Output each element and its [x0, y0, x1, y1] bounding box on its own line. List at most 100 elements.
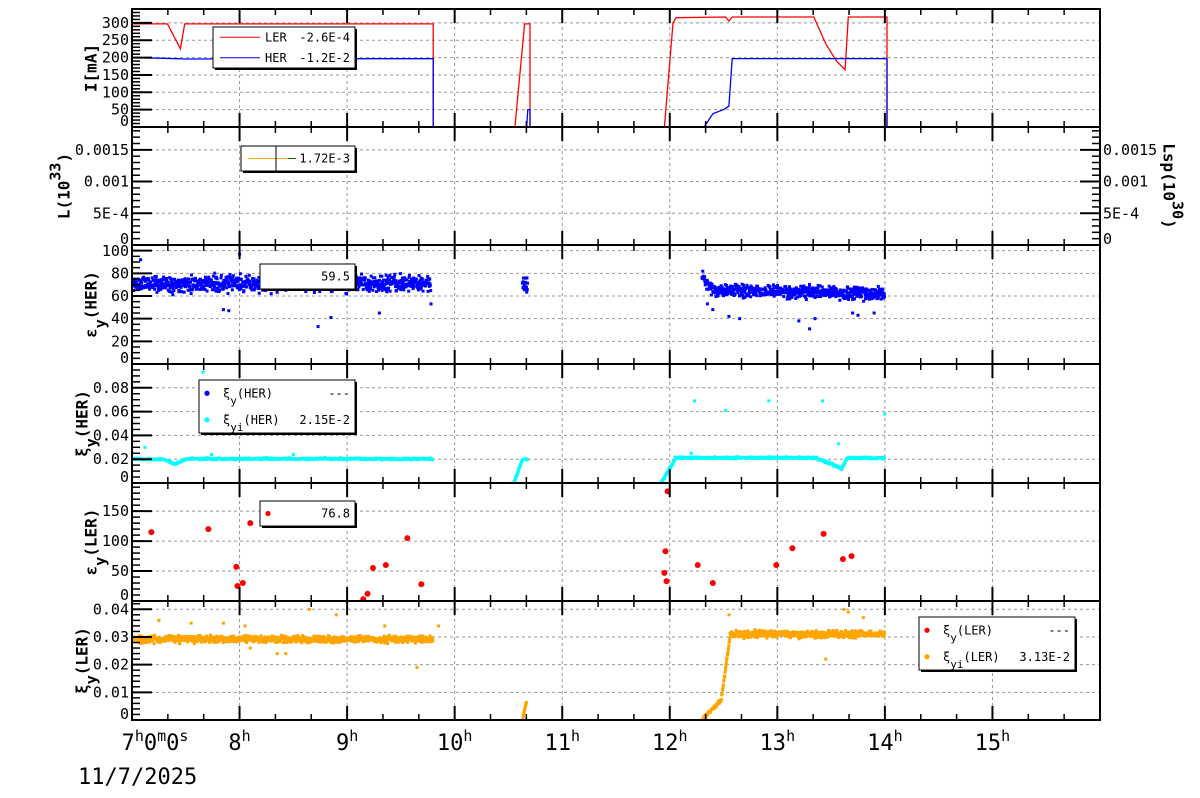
data-point [355, 281, 359, 285]
y-tick-label: 50 [111, 562, 129, 580]
y-tick-label: 150 [102, 502, 129, 520]
data-point [173, 640, 177, 644]
data-point [357, 285, 361, 289]
data-point [705, 302, 709, 306]
data-point [275, 640, 279, 644]
data-point [853, 290, 857, 294]
data-point [863, 297, 867, 301]
data-point [407, 275, 411, 279]
data-point [213, 271, 217, 275]
data-point [808, 327, 812, 331]
data-point [751, 630, 755, 634]
legend-value: 1.72E-3 [299, 152, 350, 166]
data-point [377, 285, 381, 289]
data-point [864, 292, 868, 296]
data-point [853, 297, 857, 301]
panel-frame [131, 126, 1101, 246]
data-point [858, 631, 862, 635]
data-point [381, 278, 385, 282]
text-part: Lsp(10 [1160, 143, 1179, 201]
text-sub: yi [950, 657, 963, 670]
data-point [221, 308, 225, 312]
data-point [238, 285, 242, 289]
x-axis-date: 11/7/2025 [78, 765, 197, 790]
data-point [369, 280, 373, 284]
data-point [251, 278, 255, 282]
data-point [426, 275, 430, 279]
data-point [335, 637, 339, 641]
data-point [146, 282, 150, 286]
data-point [143, 445, 147, 449]
legend: ξy(LER) ---ξyi(LER) 3.13E-2 [918, 616, 1077, 672]
data-point [429, 289, 433, 293]
data-point [135, 286, 139, 290]
data-point [372, 282, 376, 286]
data-point [756, 284, 760, 288]
data-point [755, 294, 759, 298]
data-point [879, 297, 883, 301]
data-point [418, 634, 422, 638]
data-point [244, 633, 248, 637]
legend-box [259, 500, 356, 527]
right-axis-title: Lsp(1030) [1160, 143, 1187, 229]
data-point [856, 286, 860, 290]
data-point [832, 293, 836, 297]
data-point [748, 286, 752, 290]
text-part: 9 [336, 731, 349, 756]
data-point [225, 286, 229, 290]
data-point [247, 273, 251, 277]
data-point [193, 276, 197, 280]
data-point [152, 279, 156, 283]
data-point [170, 284, 174, 288]
data-point [184, 281, 188, 285]
series-group [132, 370, 887, 483]
text-sub: y [92, 319, 110, 328]
data-point [225, 279, 229, 283]
data-point [416, 281, 420, 285]
text-part: 15 [975, 731, 1002, 756]
data-point [230, 288, 234, 292]
data-point [358, 633, 362, 637]
data-point [316, 325, 320, 329]
data-point [852, 634, 856, 638]
data-point [383, 278, 387, 282]
legend-label: ξy(LER) [943, 623, 993, 644]
data-point [353, 640, 357, 644]
legend-marker-dot [924, 654, 930, 660]
data-point [154, 281, 158, 285]
data-point [177, 289, 181, 293]
data-point [522, 713, 526, 717]
data-point [186, 640, 190, 644]
data-point [232, 634, 236, 638]
data-point [371, 276, 375, 280]
data-point [283, 634, 287, 638]
text-sup: h [786, 727, 795, 745]
data-point [524, 703, 528, 707]
data-point [846, 287, 850, 291]
data-point [202, 284, 206, 288]
data-point [199, 281, 203, 285]
data-point [716, 701, 720, 705]
data-point [178, 278, 182, 282]
data-point [734, 628, 738, 632]
data-point [280, 633, 284, 637]
y-tick-label: 150 [102, 66, 129, 84]
data-point [818, 292, 822, 296]
data-point [767, 399, 771, 403]
data-point [784, 633, 788, 637]
data-point [374, 282, 378, 286]
data-point [661, 479, 665, 483]
data-point [841, 292, 845, 296]
data-point [221, 635, 225, 639]
data-point [798, 290, 802, 294]
data-point [428, 634, 432, 638]
data-point [717, 701, 721, 705]
data-point [365, 288, 369, 292]
data-point [724, 664, 728, 668]
data-point [824, 657, 828, 661]
data-point [814, 629, 818, 633]
data-point [393, 640, 397, 644]
data-point [382, 562, 389, 569]
text-sup: 33 [46, 163, 64, 181]
